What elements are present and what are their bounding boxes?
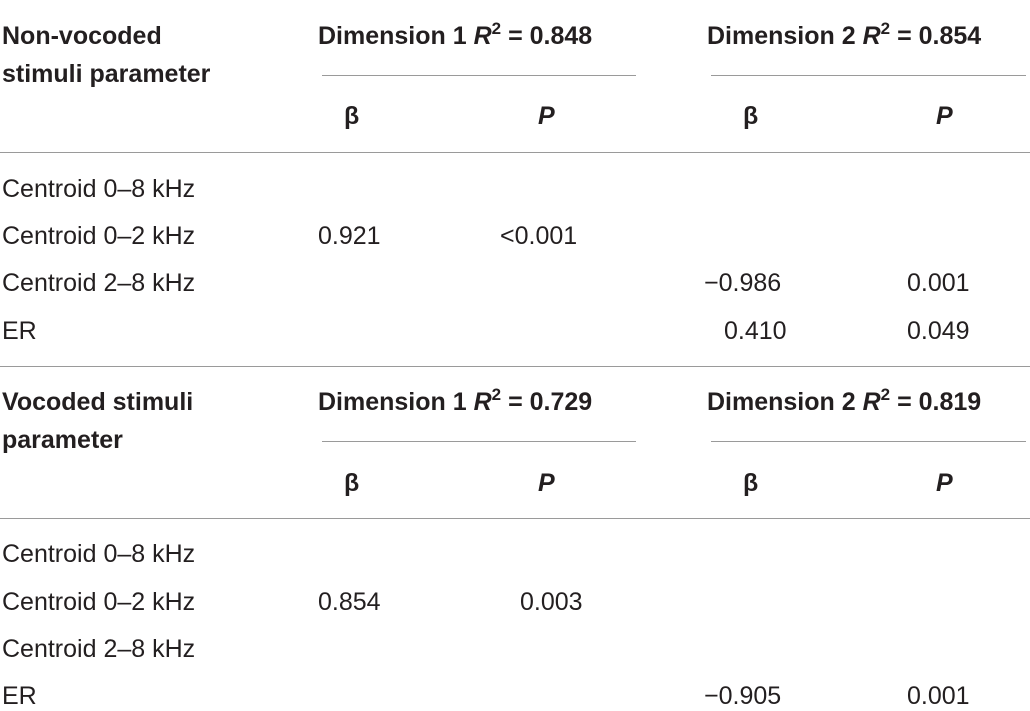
- row-beta-dim1: 0.854: [318, 588, 381, 616]
- beta-header-dim2: β: [743, 469, 759, 497]
- dimension-1-header: Dimension 1 R2 = 0.729: [318, 385, 593, 416]
- section-header-line1: Non-vocoded: [2, 22, 162, 50]
- p-header-dim2: P: [936, 469, 953, 497]
- dimension-1-header: Dimension 1 R2 = 0.848: [318, 19, 593, 50]
- beta-header-dim1: β: [344, 102, 360, 130]
- row-param: Centroid 0–8 kHz: [2, 175, 196, 203]
- row-param: Centroid 2–8 kHz: [2, 635, 196, 663]
- row-param: Centroid 0–2 kHz: [2, 588, 196, 616]
- row-param: Centroid 0–2 kHz: [2, 222, 196, 250]
- row-param: Centroid 0–8 kHz: [2, 540, 196, 568]
- dimension-2-rule: [711, 75, 1026, 76]
- row-param: ER: [2, 682, 37, 710]
- header-bottom-rule: [0, 518, 1030, 519]
- row-beta-dim1: 0.921: [318, 222, 381, 250]
- p-header-dim2: P: [936, 102, 953, 130]
- p-header-dim1: P: [538, 469, 555, 497]
- header-bottom-rule: [0, 152, 1030, 153]
- row-beta-dim2: 0.410: [724, 317, 787, 345]
- section-header-line2: stimuli parameter: [2, 60, 211, 88]
- beta-header-dim2: β: [743, 102, 759, 130]
- dimension-2-header: Dimension 2 R2 = 0.854: [707, 19, 982, 50]
- dimension-1-rule: [322, 75, 636, 76]
- row-param: ER: [2, 317, 37, 345]
- section-header-line2: parameter: [2, 426, 123, 454]
- row-p-dim2: 0.049: [907, 317, 970, 345]
- row-beta-dim2: −0.905: [704, 682, 782, 710]
- row-p-dim2: 0.001: [907, 269, 970, 297]
- dimension-1-rule: [322, 441, 636, 442]
- row-param: Centroid 2–8 kHz: [2, 269, 196, 297]
- row-p-dim1: <0.001: [500, 222, 578, 250]
- section-divider: [0, 366, 1030, 367]
- dimension-2-header: Dimension 2 R2 = 0.819: [707, 385, 982, 416]
- row-p-dim2: 0.001: [907, 682, 970, 710]
- section-header-line1: Vocoded stimuli: [2, 388, 194, 416]
- row-beta-dim2: −0.986: [704, 269, 782, 297]
- dimension-2-rule: [711, 441, 1026, 442]
- p-header-dim1: P: [538, 102, 555, 130]
- row-p-dim1: 0.003: [520, 588, 583, 616]
- beta-header-dim1: β: [344, 469, 360, 497]
